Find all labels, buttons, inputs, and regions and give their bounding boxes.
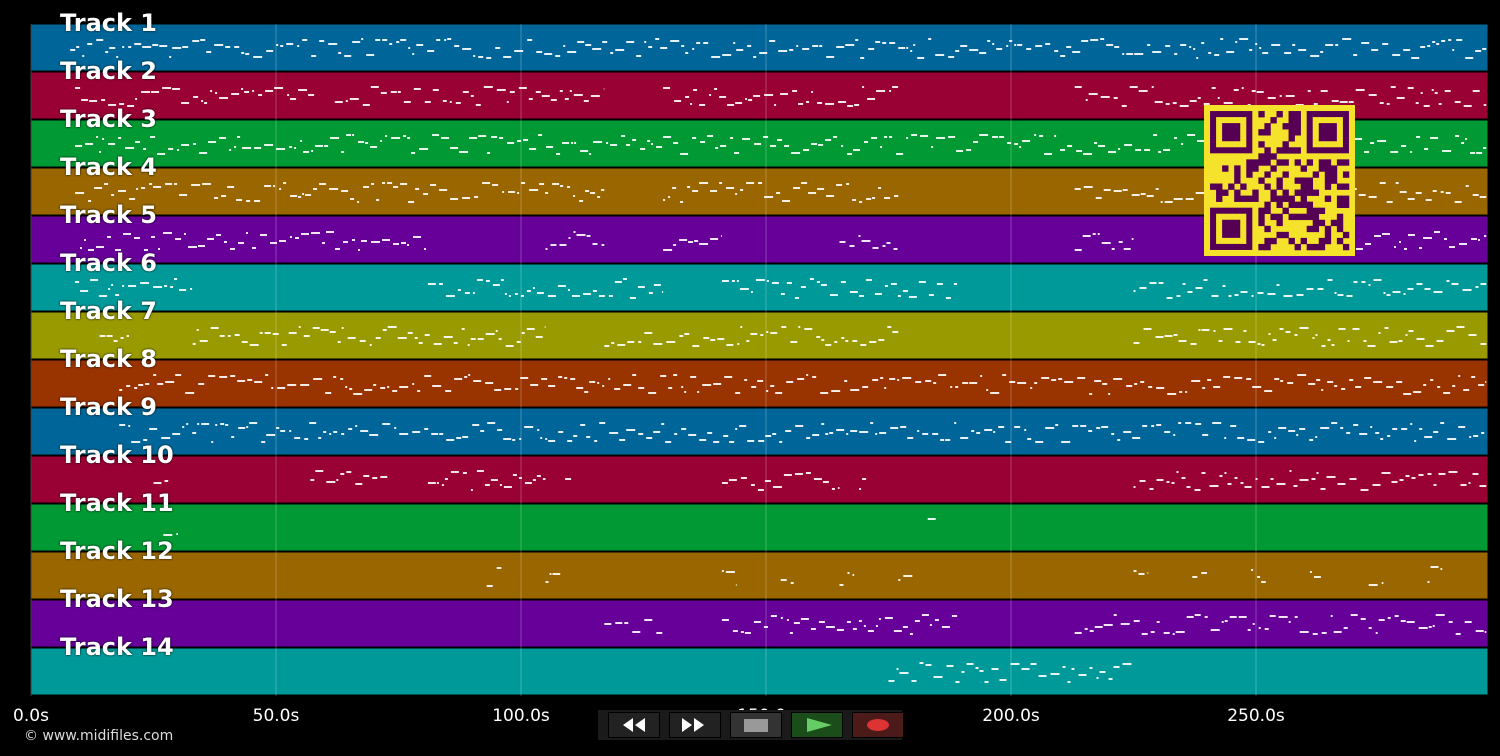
track-label: Track 7 bbox=[60, 297, 158, 325]
track-band[interactable] bbox=[30, 551, 1489, 600]
track-label: Track 8 bbox=[60, 345, 158, 373]
track-label: Track 1 bbox=[60, 9, 158, 37]
rewind-icon bbox=[623, 718, 645, 732]
copyright-notice: © www.midifiles.com bbox=[24, 728, 174, 744]
track-notes bbox=[75, 278, 1487, 299]
track-notes bbox=[119, 422, 1485, 443]
track-notes bbox=[99, 326, 1487, 347]
time-tick-label: 50.0s bbox=[252, 706, 300, 726]
track-label: Track 9 bbox=[60, 393, 158, 421]
time-tick-label: 0.0s bbox=[13, 706, 49, 726]
record-icon bbox=[867, 719, 889, 731]
track-band[interactable] bbox=[30, 359, 1489, 408]
qr-code bbox=[1204, 105, 1355, 256]
rewind-button[interactable] bbox=[608, 712, 660, 738]
track-band[interactable] bbox=[30, 23, 1489, 72]
fast-forward-icon bbox=[682, 718, 704, 732]
track-notes bbox=[604, 614, 1487, 635]
track-band[interactable] bbox=[30, 647, 1489, 696]
time-tick-label: 250.0s bbox=[1227, 706, 1285, 726]
stop-icon bbox=[744, 719, 768, 732]
track-band[interactable] bbox=[30, 503, 1489, 552]
track-label: Track 12 bbox=[60, 537, 174, 565]
track-label: Track 6 bbox=[60, 249, 158, 277]
time-tick-label: 100.0s bbox=[492, 706, 550, 726]
track-label: Track 4 bbox=[60, 153, 158, 181]
record-button[interactable] bbox=[852, 712, 904, 738]
track-band[interactable] bbox=[30, 311, 1489, 360]
track-band[interactable] bbox=[30, 599, 1489, 648]
track-label: Track 13 bbox=[60, 585, 174, 613]
play-button[interactable] bbox=[791, 712, 843, 738]
track-notes bbox=[70, 38, 1487, 59]
track-notes bbox=[153, 470, 1487, 491]
track-label: Track 11 bbox=[60, 489, 174, 517]
time-tick-label: 200.0s bbox=[982, 706, 1040, 726]
track-label: Track 10 bbox=[60, 441, 174, 469]
stop-button[interactable] bbox=[730, 712, 782, 738]
track-notes bbox=[75, 134, 1487, 155]
track-notes bbox=[163, 518, 936, 536]
track-band[interactable] bbox=[30, 407, 1489, 456]
transport-controls bbox=[598, 710, 904, 740]
track-label: Track 2 bbox=[60, 57, 158, 85]
track-notes bbox=[888, 662, 1132, 683]
track-band[interactable] bbox=[30, 455, 1489, 504]
fast-forward-button[interactable] bbox=[669, 712, 721, 738]
track-label: Track 5 bbox=[60, 201, 158, 229]
track-notes bbox=[486, 566, 1443, 587]
track-label: Track 14 bbox=[60, 633, 174, 661]
track-notes bbox=[119, 374, 1487, 395]
track-label: Track 3 bbox=[60, 105, 158, 133]
play-icon bbox=[807, 718, 832, 732]
piano-roll[interactable] bbox=[0, 0, 1500, 700]
track-band[interactable] bbox=[30, 263, 1489, 312]
track-notes bbox=[75, 86, 1487, 107]
